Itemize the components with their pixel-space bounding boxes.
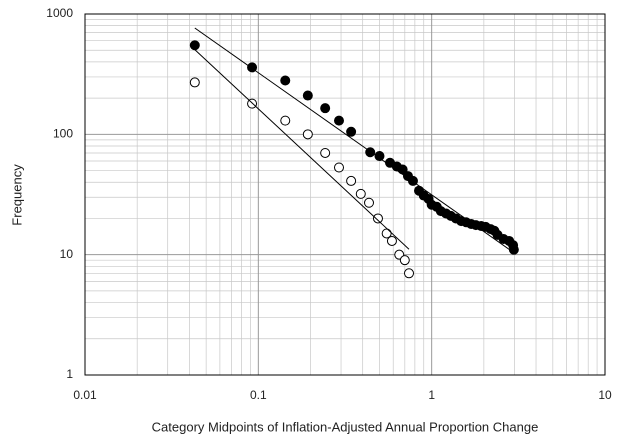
y-tick-label: 1 (66, 367, 73, 381)
data-point (386, 235, 397, 246)
data-point (374, 151, 385, 162)
x-tick-label: 10 (598, 388, 612, 402)
y-axis-title: Frequency (9, 164, 24, 226)
data-point (346, 126, 357, 137)
data-point (364, 197, 375, 208)
data-point (302, 90, 313, 101)
y-tick-label: 100 (53, 127, 73, 141)
y-tick-label: 1000 (46, 6, 73, 20)
data-point (320, 147, 331, 158)
data-point (189, 40, 200, 51)
data-point (404, 268, 415, 279)
fit-line (192, 47, 410, 250)
data-point (320, 103, 331, 114)
data-point (280, 115, 291, 126)
data-point (372, 213, 383, 224)
data-point (333, 115, 344, 126)
fit-line (194, 27, 514, 253)
x-tick-label: 1 (428, 388, 435, 402)
data-point (333, 162, 344, 173)
x-tick-label: 0.01 (73, 388, 97, 402)
data-point (280, 75, 291, 86)
data-point (508, 244, 519, 255)
x-axis-title: Category Midpoints of Inflation-Adjusted… (152, 419, 539, 434)
plot-border (84, 13, 606, 376)
data-point (399, 255, 410, 266)
data-point (302, 129, 313, 140)
data-point (346, 175, 357, 186)
y-tick-label: 10 (60, 247, 74, 261)
x-tick-label: 0.1 (250, 388, 267, 402)
data-point (189, 77, 200, 88)
data-point (355, 188, 366, 199)
